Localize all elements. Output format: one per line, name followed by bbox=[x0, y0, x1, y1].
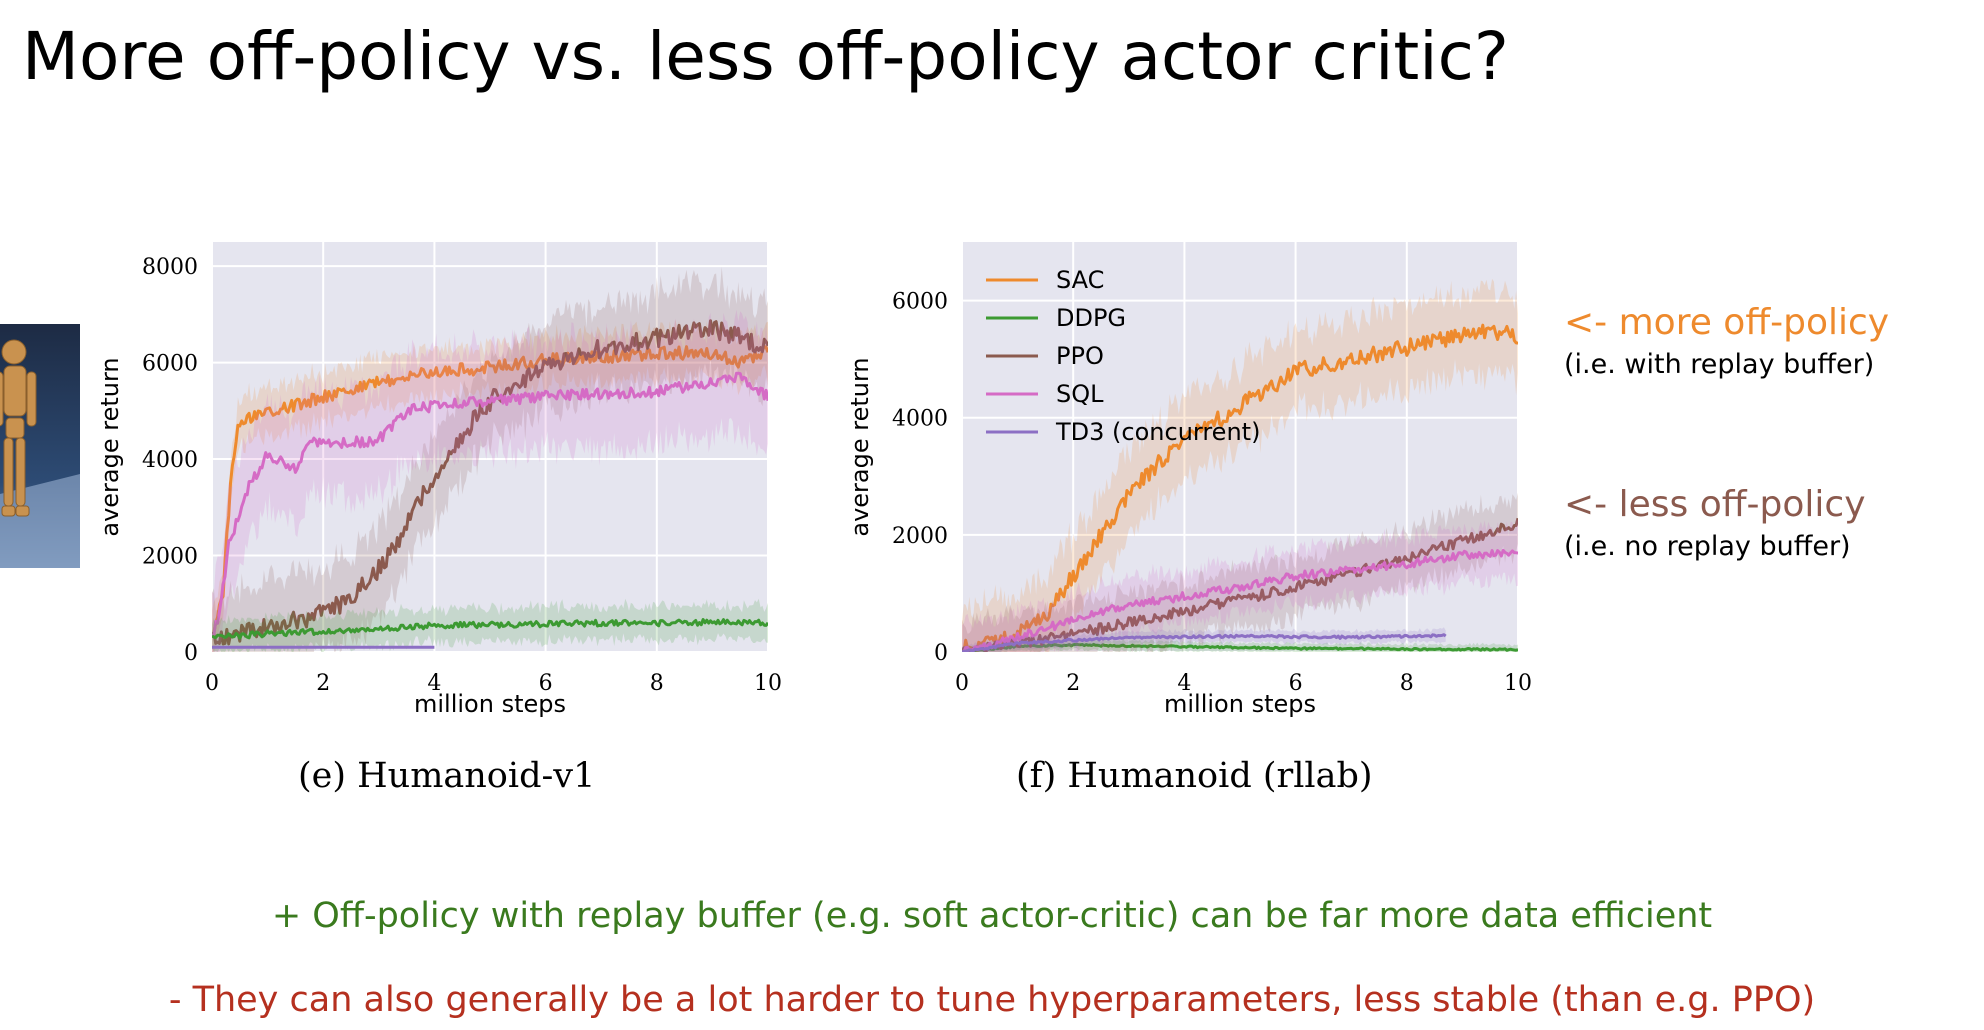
bottom-con-statement: - They can also generally be a lot harde… bbox=[168, 980, 1816, 1020]
sac-line bbox=[962, 323, 1518, 652]
legend-label-td3-concurrent: TD3 (concurrent) bbox=[1055, 418, 1260, 446]
legend-label-ppo: PPO bbox=[1056, 342, 1104, 370]
bottom-pro-statement: + Off-policy with replay buffer (e.g. so… bbox=[271, 896, 1713, 936]
x-tick-label: 8 bbox=[1400, 671, 1414, 696]
series-3-line bbox=[212, 371, 768, 637]
annotation-less-off-policy: <- less off-policy (i.e. no replay buffe… bbox=[1564, 484, 1866, 562]
x-tick-label: 6 bbox=[539, 671, 553, 696]
annotation-less-off-policy-detail: (i.e. no replay buffer) bbox=[1564, 531, 1851, 562]
series-1-line bbox=[212, 345, 768, 637]
series-2-band bbox=[212, 266, 768, 652]
chart-humanoid-rllab: 0 2 4 6 8 10 0 2000 4000 6000 million steps average… bbox=[846, 242, 1532, 718]
ddpg-line bbox=[962, 642, 1518, 652]
sql-line bbox=[962, 548, 1518, 652]
series-1-band bbox=[212, 319, 768, 652]
humanoid-robot-icon bbox=[0, 324, 80, 568]
y-tick-label: 2000 bbox=[892, 524, 948, 549]
chart-caption-humanoid-v1: (e) Humanoid-v1 bbox=[298, 756, 596, 796]
sql-band bbox=[962, 519, 1518, 652]
x-tick-label: 0 bbox=[205, 671, 219, 696]
x-axis-label: million steps bbox=[414, 690, 566, 718]
x-tick-label: 10 bbox=[1504, 671, 1532, 696]
chart-humanoid-v1: 0 2 4 6 8 10 0 2000 4000 6000 8000 million steps ave… bbox=[96, 242, 782, 718]
legend-label-sac: SAC bbox=[1056, 266, 1104, 294]
ppo-line bbox=[962, 517, 1518, 652]
y-axis-label: average return bbox=[96, 357, 124, 536]
y-tick-label: 4000 bbox=[892, 407, 948, 432]
y-tick-label: 4000 bbox=[142, 448, 198, 473]
annotation-more-off-policy-detail: (i.e. with replay buffer) bbox=[1564, 349, 1875, 380]
series-group bbox=[962, 278, 1518, 652]
x-tick-label: 10 bbox=[754, 671, 782, 696]
annotation-more-off-policy-label: <- more off-policy bbox=[1564, 302, 1890, 343]
y-tick-label: 0 bbox=[934, 641, 948, 666]
sac-band bbox=[962, 278, 1518, 652]
x-axis-label: million steps bbox=[1164, 690, 1316, 718]
plot-area bbox=[962, 242, 1518, 652]
chart-caption-humanoid-rllab: (f) Humanoid (rllab) bbox=[1016, 756, 1373, 796]
y-tick-label: 6000 bbox=[142, 352, 198, 377]
annotation-less-off-policy-label: <- less off-policy bbox=[1564, 484, 1866, 525]
slide-title: More off-policy vs. less off-policy acto… bbox=[22, 18, 1509, 95]
x-tick-label: 4 bbox=[1177, 671, 1191, 696]
legend-label-sql: SQL bbox=[1056, 380, 1104, 408]
series-2-line bbox=[212, 319, 768, 646]
y-tick-label: 0 bbox=[184, 641, 198, 666]
y-tick-label: 8000 bbox=[142, 255, 198, 280]
series-4-line bbox=[212, 618, 768, 640]
y-tick-label: 6000 bbox=[892, 290, 948, 315]
y-axis-label: average return bbox=[846, 357, 874, 536]
x-tick-label: 8 bbox=[650, 671, 664, 696]
x-tick-label: 2 bbox=[316, 671, 330, 696]
x-tick-label: 4 bbox=[427, 671, 441, 696]
td3-concurrent-line bbox=[962, 633, 1447, 652]
series-group bbox=[212, 266, 768, 652]
td3-concurrent-band bbox=[962, 627, 1446, 652]
x-tick-label: 0 bbox=[955, 671, 969, 696]
x-tick-label: 6 bbox=[1289, 671, 1303, 696]
legend-label-ddpg: DDPG bbox=[1056, 304, 1126, 332]
y-tick-label: 2000 bbox=[142, 545, 198, 570]
annotation-more-off-policy: <- more off-policy (i.e. with replay buf… bbox=[1564, 302, 1889, 380]
x-tick-label: 2 bbox=[1066, 671, 1080, 696]
